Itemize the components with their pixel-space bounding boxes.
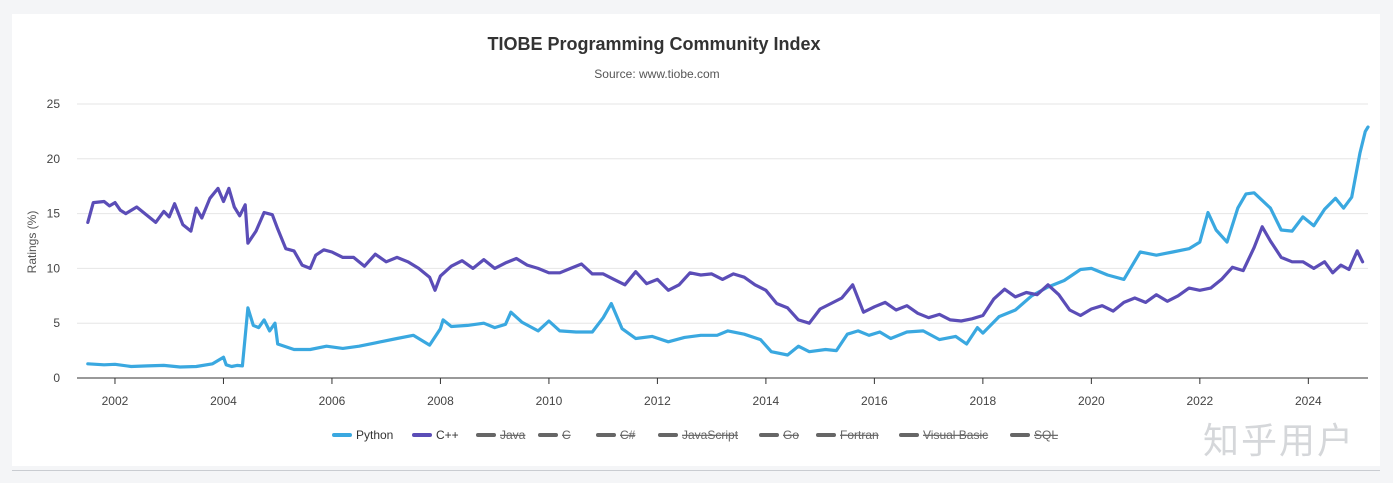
legend-label-visual-basic: Visual Basic <box>923 428 988 442</box>
y-tick-label-5: 5 <box>53 316 60 330</box>
legend-label-javascript: JavaScript <box>682 428 739 442</box>
legend-label-csharp: C# <box>620 428 636 442</box>
series-line-python <box>86 125 1370 369</box>
x-axis: 2002 2004 2006 2008 2010 2012 2014 2016 2018 2020… <box>77 377 1368 408</box>
x-tick-label-2006: 2006 <box>319 394 346 408</box>
x-tick-label-2012: 2012 <box>644 394 671 408</box>
y-tick-label-25: 25 <box>47 97 61 111</box>
series-lines <box>86 125 1370 369</box>
legend-label-c: C <box>562 428 571 442</box>
series-line-c- <box>86 186 1365 325</box>
bottom-divider <box>12 470 1380 471</box>
y-axis-label: Ratings (%) <box>25 211 39 274</box>
chart-card: TIOBE Programming Community Index Source… <box>12 14 1380 466</box>
y-tick-labels: 0 5 10 15 20 25 <box>47 97 61 385</box>
x-tick-label-2008: 2008 <box>427 394 454 408</box>
x-tick-label-2002: 2002 <box>102 394 129 408</box>
x-tick-label-2020: 2020 <box>1078 394 1105 408</box>
x-tick-label-2024: 2024 <box>1295 394 1322 408</box>
chart-title: TIOBE Programming Community Index <box>487 34 820 54</box>
legend-label-sql: SQL <box>1034 428 1058 442</box>
y-tick-label-0: 0 <box>53 371 60 385</box>
chart-subtitle: Source: www.tiobe.com <box>594 67 719 81</box>
legend-label-go: Go <box>783 428 799 442</box>
x-tick-label-2022: 2022 <box>1186 394 1213 408</box>
gridlines <box>77 103 1368 324</box>
x-tick-label-2010: 2010 <box>536 394 563 408</box>
y-tick-label-15: 15 <box>47 207 61 221</box>
legend-label-cpp: C++ <box>436 428 459 442</box>
legend-label-java: Java <box>500 428 526 442</box>
watermark: 知乎用户 <box>1202 421 1355 462</box>
legend: Python C++ Java C C# JavaScript Go Fortran Visua… <box>332 428 1058 442</box>
x-tick-label-2018: 2018 <box>970 394 997 408</box>
x-tick-label-2014: 2014 <box>753 394 780 408</box>
legend-label-python: Python <box>356 428 393 442</box>
y-tick-label-20: 20 <box>47 152 61 166</box>
tiobe-line-chart: TIOBE Programming Community Index Source… <box>25 34 1370 442</box>
x-tick-label-2016: 2016 <box>861 394 888 408</box>
legend-label-fortran: Fortran <box>840 428 879 442</box>
x-tick-label-2004: 2004 <box>210 394 237 408</box>
y-tick-label-10: 10 <box>47 261 61 275</box>
